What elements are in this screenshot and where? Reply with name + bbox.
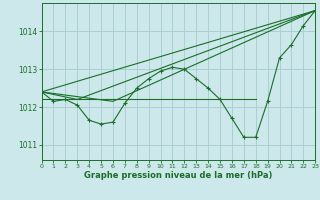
X-axis label: Graphe pression niveau de la mer (hPa): Graphe pression niveau de la mer (hPa) [84,171,273,180]
